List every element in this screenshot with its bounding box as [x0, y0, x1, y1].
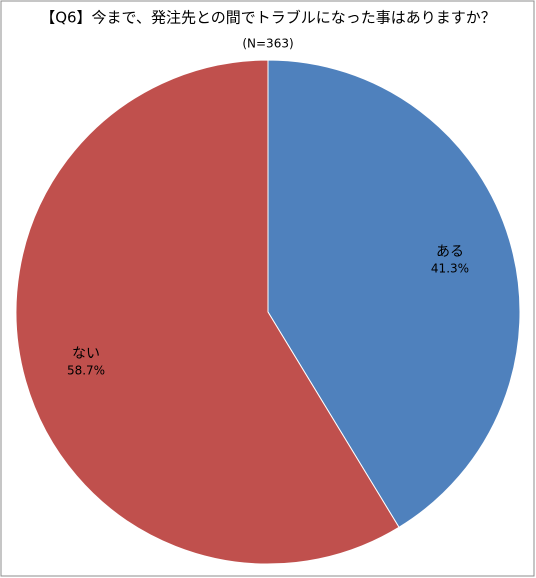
slice-value-label: 58.7%	[67, 364, 105, 378]
slice-value-label: 41.3%	[431, 261, 469, 275]
pie-slice	[15, 59, 400, 565]
slice-category-label: ない	[72, 346, 100, 362]
pie-slice	[267, 59, 521, 528]
chart-title: 【Q6】今まで、発注先との間でトラブルになった事はありますか？	[40, 9, 496, 27]
chart-subtitle: (N=363)	[242, 37, 293, 51]
slice-category-label: ある	[436, 244, 464, 260]
